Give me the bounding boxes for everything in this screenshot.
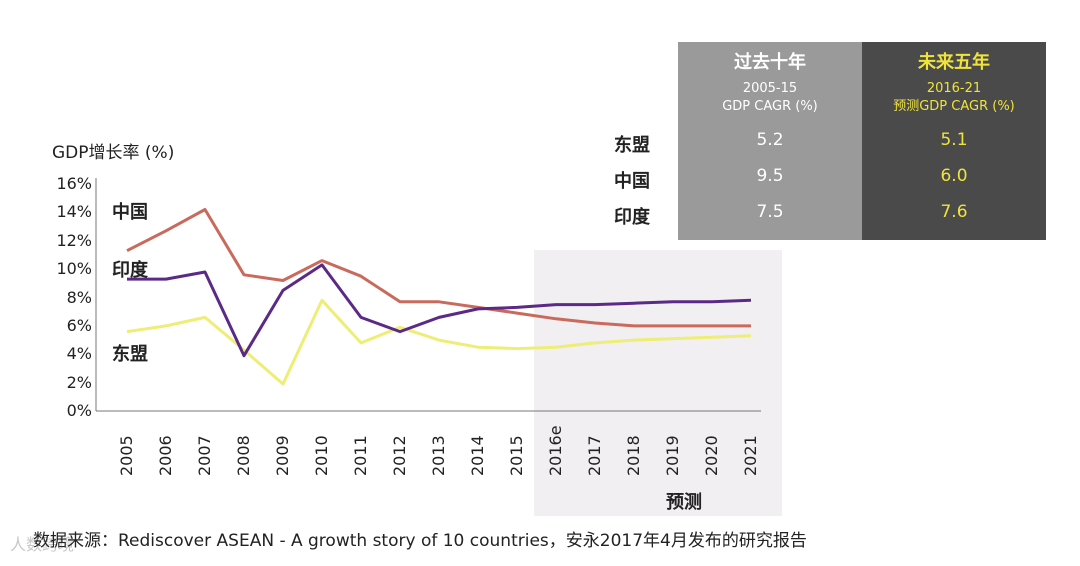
series-label-india: 印度 xyxy=(112,260,148,281)
y-axis-label: GDP增长率 (%) xyxy=(52,143,175,163)
x-tick-label: 2021 xyxy=(741,435,760,476)
row-label-china: 中国 xyxy=(614,171,650,192)
past-india-value: 7.5 xyxy=(756,202,784,222)
x-tick-label: 2016e xyxy=(546,425,565,476)
x-tick-label: 2012 xyxy=(390,435,409,476)
x-tick-label: 2014 xyxy=(468,435,487,476)
y-tick-label: 6% xyxy=(66,315,92,335)
future-header: 未来五年 xyxy=(918,52,990,73)
watermark: 人数跨境 xyxy=(10,535,75,554)
series-line-china xyxy=(126,208,751,328)
x-tick-label: 2019 xyxy=(663,435,682,476)
x-tick-label: 2010 xyxy=(312,435,331,476)
next-five-years-column: 未来五年 2016-21 预测GDP CAGR (%) 5.1 6.0 7.6 xyxy=(862,42,1046,240)
series-label-china: 中国 xyxy=(112,202,148,223)
y-tick-label: 8% xyxy=(66,287,92,307)
past-decade-header: 过去十年 xyxy=(734,52,806,73)
x-tick-label: 2018 xyxy=(624,435,643,476)
row-label-asean: 东盟 xyxy=(614,135,650,156)
x-tick-label: 2009 xyxy=(273,435,292,476)
past-period: 2005-15 xyxy=(742,81,798,96)
y-tick-label: 2% xyxy=(66,372,92,392)
x-tick-label: 2013 xyxy=(429,435,448,476)
future-subheader: 2016-21 预测GDP CAGR (%) xyxy=(862,80,1046,116)
past-metric: GDP CAGR (%) xyxy=(722,99,818,114)
past-decade-column: 过去十年 2005-15 GDP CAGR (%) 5.2 9.5 7.5 xyxy=(678,42,862,240)
past-china-value: 9.5 xyxy=(756,166,784,186)
series-line-india xyxy=(127,263,752,358)
y-tick-label: 10% xyxy=(56,259,92,279)
series-label-asean: 东盟 xyxy=(112,344,148,365)
y-tick-label: 0% xyxy=(66,401,92,420)
x-tick-label: 2011 xyxy=(351,435,370,476)
y-tick-label: 14% xyxy=(56,202,92,222)
y-tick-label: 12% xyxy=(56,230,92,250)
x-tick-label: 2017 xyxy=(585,435,604,476)
y-tick-label: 4% xyxy=(66,344,92,364)
x-tick-label: 2008 xyxy=(234,435,253,476)
x-tick-label: 2005 xyxy=(117,435,136,476)
x-tick-label: 2006 xyxy=(156,435,175,476)
x-tick-label: 2020 xyxy=(702,435,721,476)
row-label-india: 印度 xyxy=(614,207,650,228)
past-decade-subheader: 2005-15 GDP CAGR (%) xyxy=(678,80,862,116)
x-tick-label: 2015 xyxy=(507,435,526,476)
future-india-value: 7.6 xyxy=(940,202,968,222)
x-tick-label: 2007 xyxy=(195,435,214,476)
future-asean-value: 5.1 xyxy=(940,130,968,150)
past-asean-value: 5.2 xyxy=(756,130,784,150)
future-period: 2016-21 xyxy=(926,81,982,96)
source-note: 数据来源：Rediscover ASEAN - A growth story o… xyxy=(33,531,807,551)
future-china-value: 6.0 xyxy=(940,166,968,186)
forecast-shade xyxy=(534,250,782,516)
forecast-label: 预测 xyxy=(666,492,702,513)
future-metric: 预测GDP CAGR (%) xyxy=(893,99,1015,114)
y-tick-label: 16% xyxy=(56,174,92,193)
series-line-asean xyxy=(126,298,752,386)
